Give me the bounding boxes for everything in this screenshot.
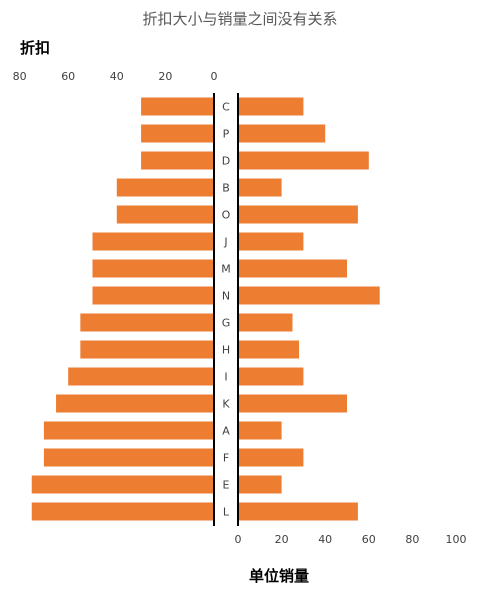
left-bar [68, 367, 214, 386]
right-axis-title: 单位销量 [249, 567, 310, 585]
left-bar [43, 448, 215, 467]
left-tick-label: 0 [211, 70, 218, 83]
left-tick-label: 40 [110, 70, 124, 83]
left-bar [141, 97, 214, 116]
category-label: N [222, 290, 230, 303]
left-bar [141, 151, 214, 170]
right-tick-label: 80 [405, 533, 419, 546]
left-tick-label: 80 [13, 70, 27, 83]
left-bar [31, 475, 214, 494]
chart-title: 折扣大小与销量之间没有关系 [142, 10, 338, 28]
left-bar [92, 232, 214, 251]
right-bar [238, 475, 282, 494]
left-bar [56, 394, 214, 413]
right-bar [238, 151, 369, 170]
left-bar [141, 124, 214, 143]
left-bar [31, 502, 214, 521]
category-label: E [223, 479, 230, 492]
right-bar [238, 232, 304, 251]
right-bar [238, 448, 304, 467]
category-label: M [221, 263, 231, 276]
left-bar [92, 286, 214, 305]
right-tick-label: 20 [275, 533, 289, 546]
right-bar [238, 502, 358, 521]
category-label: P [223, 128, 230, 141]
right-bar [238, 205, 358, 224]
category-label: L [223, 506, 230, 519]
right-bar [238, 97, 304, 116]
right-tick-label: 0 [235, 533, 242, 546]
left-bar [80, 340, 214, 359]
left-axis-title: 折扣 [20, 39, 51, 57]
right-bar [238, 394, 347, 413]
category-label: B [222, 182, 230, 195]
right-bar [238, 286, 380, 305]
category-label: G [222, 317, 231, 330]
category-label: A [222, 425, 230, 438]
right-bar [238, 313, 293, 332]
category-label: O [222, 209, 231, 222]
right-tick-label: 60 [362, 533, 376, 546]
category-label: C [222, 101, 230, 114]
right-tick-label: 40 [318, 533, 332, 546]
right-bar [238, 124, 326, 143]
right-bar [238, 259, 347, 278]
left-bar [116, 178, 214, 197]
left-bar [43, 421, 215, 440]
category-label: J [223, 236, 227, 249]
right-bar [238, 340, 300, 359]
category-label: K [222, 398, 230, 411]
category-label: F [223, 452, 229, 465]
category-label: I [224, 371, 227, 384]
right-bar [238, 367, 304, 386]
left-tick-label: 60 [61, 70, 75, 83]
category-label: D [222, 155, 230, 168]
left-tick-label: 20 [158, 70, 172, 83]
right-bar [238, 178, 282, 197]
left-bar [92, 259, 214, 278]
right-tick-label: 100 [446, 533, 467, 546]
right-bar [238, 421, 282, 440]
left-bar [80, 313, 214, 332]
left-bar [116, 205, 214, 224]
category-label: H [222, 344, 230, 357]
